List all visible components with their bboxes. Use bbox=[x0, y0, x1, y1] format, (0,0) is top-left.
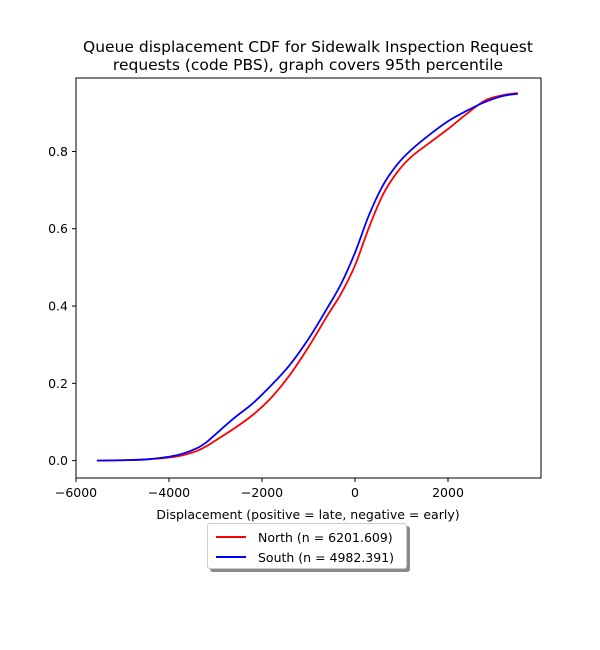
legend-label-south: South (n = 4982.391) bbox=[258, 549, 395, 565]
legend-swatch-south bbox=[216, 556, 246, 558]
x-tick-label: −6000 bbox=[55, 485, 97, 500]
series-line-0 bbox=[96, 92, 518, 462]
y-tick-label: 0.0 bbox=[48, 453, 68, 468]
y-tick-label: 0.6 bbox=[48, 221, 68, 236]
x-tick-label: 2000 bbox=[432, 485, 464, 500]
series-layer bbox=[96, 92, 518, 462]
legend-entry-north: North (n = 6201.609) bbox=[216, 527, 398, 547]
plot-frame bbox=[75, 77, 542, 479]
x-tick-label: 0 bbox=[351, 485, 359, 500]
y-tick-label: 0.8 bbox=[48, 144, 68, 159]
x-tick-label: −4000 bbox=[148, 485, 190, 500]
chart-title-line-1: Queue displacement CDF for Sidewalk Insp… bbox=[83, 38, 533, 56]
chart-title-line-2: requests (code PBS), graph covers 95th p… bbox=[113, 56, 503, 74]
legend-entry-south: South (n = 4982.391) bbox=[216, 547, 398, 567]
legend: North (n = 6201.609) South (n = 4982.391… bbox=[207, 523, 407, 569]
x-axis-ticks: −6000 −4000 −2000 0 2000 bbox=[55, 478, 464, 500]
y-axis-ticks: 0.0 0.2 0.4 0.6 0.8 bbox=[48, 144, 76, 468]
legend-label-north: North (n = 6201.609) bbox=[258, 529, 393, 545]
y-tick-label: 0.4 bbox=[48, 299, 68, 314]
x-axis-label: Displacement (positive = late, negative … bbox=[156, 507, 459, 522]
y-tick-label: 0.2 bbox=[48, 376, 68, 391]
plot-area bbox=[75, 77, 542, 479]
legend-swatch-north bbox=[216, 536, 246, 538]
series-line-1 bbox=[96, 92, 518, 462]
x-tick-label: −2000 bbox=[241, 485, 283, 500]
